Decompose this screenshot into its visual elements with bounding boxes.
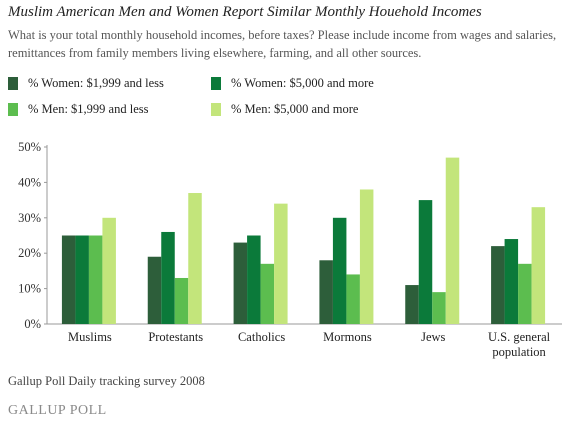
bar: [359, 189, 374, 324]
y-tick-label: 20%: [18, 246, 41, 260]
bar-chart: 0% 10% 20% 30% 40% 50% Muslims Protestants Catho…: [18, 140, 562, 359]
bar: [491, 246, 505, 324]
bar: [531, 207, 546, 324]
y-tick-label: 50%: [18, 140, 41, 154]
y-tick-label: 30%: [18, 211, 41, 225]
legend-item-men-high: % Men: $5,000 and more: [211, 101, 358, 117]
legend-label: % Men: $1,999 and less: [28, 101, 149, 116]
y-tick-label: 0%: [24, 317, 41, 331]
bar: [260, 263, 275, 324]
x-tick-label: U.S. general: [488, 330, 551, 344]
bar: [319, 260, 333, 324]
legend-item-women-low: % Women: $1,999 and less: [8, 75, 164, 91]
bar: [418, 200, 433, 324]
bar: [405, 285, 419, 324]
bar: [432, 292, 446, 324]
bar: [332, 217, 347, 324]
y-tick-label: 10%: [18, 282, 41, 296]
legend-item-men-low: % Men: $1,999 and less: [8, 101, 148, 117]
bar: [518, 263, 532, 324]
legend-item-women-high: % Women: $5,000 and more: [211, 75, 374, 91]
legend-label: % Women: $1,999 and less: [28, 75, 164, 90]
bar: [233, 242, 248, 324]
legend-label: % Men: $5,000 and more: [231, 101, 359, 116]
bar: [161, 231, 175, 324]
y-tick-label: 40%: [18, 175, 41, 189]
gallup-poll-logo: GALLUP POLL: [8, 403, 107, 419]
x-tick-label: Catholics: [238, 330, 285, 344]
source-note: Gallup Poll Daily tracking survey 2008: [8, 374, 205, 388]
x-tick-label: Protestants: [148, 330, 203, 344]
x-tick-label: population: [492, 345, 546, 359]
bar: [61, 235, 76, 324]
bar: [174, 277, 189, 324]
bar: [274, 203, 288, 324]
bar: [88, 235, 103, 324]
bar: [147, 256, 162, 324]
x-tick-label: Muslims: [68, 330, 112, 344]
legend-swatch: [8, 102, 18, 116]
bar: [445, 157, 460, 324]
legend-label: % Women: $5,000 and more: [231, 75, 374, 90]
bar: [75, 235, 89, 324]
chart-subtitle: What is your total monthly household inc…: [8, 28, 557, 60]
bar: [188, 193, 202, 324]
bar: [504, 239, 519, 324]
legend-swatch: [211, 102, 221, 116]
chart-title: Muslim American Men and Women Report Sim…: [8, 4, 482, 20]
bar: [247, 235, 261, 324]
bar: [346, 274, 360, 324]
bar: [102, 217, 116, 324]
legend-swatch: [8, 76, 18, 90]
x-tick-label: Mormons: [323, 330, 372, 344]
logo-text: GALLUP POLL: [8, 403, 107, 418]
legend-swatch: [211, 76, 221, 90]
x-tick-label: Jews: [421, 330, 445, 344]
